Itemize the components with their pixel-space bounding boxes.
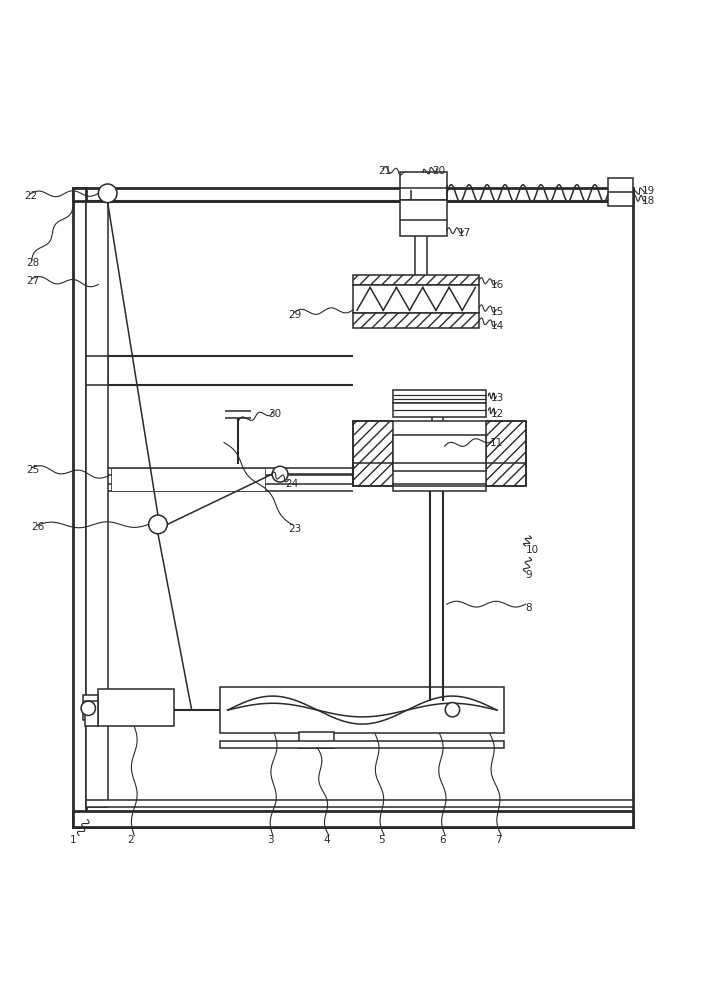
Text: 6: 6 (440, 835, 446, 845)
Circle shape (446, 703, 459, 717)
Text: 13: 13 (491, 393, 505, 403)
Bar (111, 468, 265, 491)
Bar (86, 201, 107, 807)
Text: 28: 28 (26, 258, 39, 268)
Bar (393, 403, 486, 417)
Text: 1: 1 (70, 835, 76, 845)
Bar (86, 800, 634, 807)
Text: 27: 27 (26, 276, 39, 286)
Bar (353, 421, 393, 486)
Text: 18: 18 (642, 196, 655, 206)
Text: 30: 30 (268, 409, 282, 419)
Circle shape (149, 515, 167, 534)
Text: 29: 29 (288, 310, 302, 320)
Text: 10: 10 (526, 545, 539, 555)
Bar (74, 188, 634, 201)
Bar (353, 313, 479, 328)
Text: 20: 20 (433, 166, 446, 176)
Text: 7: 7 (495, 835, 502, 845)
Text: 8: 8 (526, 603, 532, 613)
Text: 17: 17 (458, 228, 472, 238)
Text: 25: 25 (26, 465, 39, 475)
Text: 3: 3 (267, 835, 274, 845)
Bar (82, 695, 98, 720)
Bar (400, 172, 447, 200)
Bar (74, 188, 86, 827)
Text: 9: 9 (526, 570, 532, 580)
Bar (393, 484, 486, 491)
Text: 22: 22 (25, 191, 37, 201)
Bar (74, 811, 634, 827)
Bar (85, 701, 98, 726)
Bar (486, 421, 526, 486)
Text: 26: 26 (32, 522, 45, 532)
Text: 2: 2 (127, 835, 133, 845)
Text: 14: 14 (491, 321, 505, 331)
Text: 4: 4 (323, 835, 329, 845)
Circle shape (272, 466, 288, 482)
Bar (86, 356, 107, 385)
Circle shape (98, 184, 117, 203)
Bar (353, 421, 526, 486)
Text: 23: 23 (288, 524, 302, 534)
Bar (74, 814, 634, 827)
Text: 15: 15 (491, 307, 505, 317)
Bar (393, 435, 486, 471)
Text: 19: 19 (642, 186, 655, 196)
Bar (221, 741, 504, 748)
Bar (400, 200, 447, 236)
Bar (353, 275, 479, 285)
Bar (353, 285, 479, 313)
Bar (98, 689, 174, 726)
Text: 12: 12 (491, 409, 505, 419)
Text: 5: 5 (379, 835, 385, 845)
Bar (393, 390, 486, 403)
Text: 16: 16 (491, 280, 505, 290)
Bar (299, 732, 334, 748)
Text: 11: 11 (490, 438, 503, 448)
Bar (221, 687, 504, 733)
Text: 24: 24 (285, 479, 298, 489)
Bar (609, 178, 634, 206)
Text: 21: 21 (379, 166, 392, 176)
Circle shape (81, 701, 95, 715)
